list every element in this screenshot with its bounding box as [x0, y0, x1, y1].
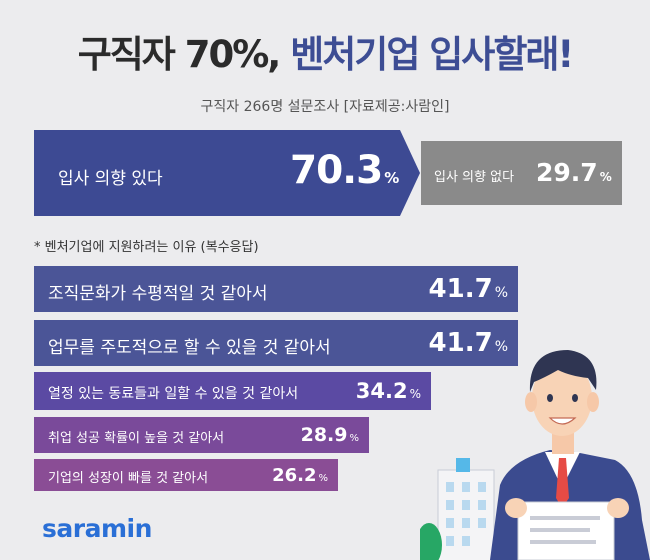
headline-part1: 구직자 70%,	[77, 33, 282, 76]
intent-yes-value: 70.3%	[290, 148, 399, 193]
reason-bar-label: 업무를 주도적으로 할 수 있을 것 같아서	[48, 338, 331, 358]
intent-no-box	[421, 141, 622, 205]
reason-bar-value: 41.7%	[428, 328, 508, 358]
tree-icon	[420, 523, 442, 560]
reason-bar-label: 열정 있는 동료들과 일할 수 있을 것 같아서	[48, 386, 299, 402]
reason-bar-value: 34.2%	[355, 379, 421, 403]
reason-bar: 취업 성공 확률이 높을 것 같아서 28.9%	[34, 417, 369, 453]
businessman-illustration	[420, 350, 650, 560]
intent-no-value: 29.7%	[536, 158, 612, 187]
intent-no-label: 입사 의향 없다	[434, 170, 515, 185]
reason-bar-label: 기업의 성장이 빠를 것 같아서	[48, 471, 209, 486]
reason-bar-label: 취업 성공 확률이 높을 것 같아서	[48, 431, 225, 446]
intent-yes-arrow	[400, 130, 420, 216]
survey-subtitle: 구직자 266명 설문조사 [자료제공:사람인]	[200, 99, 450, 115]
reason-bar-value: 41.7%	[428, 274, 508, 304]
reason-bar: 조직문화가 수평적일 것 같아서 41.7%	[34, 266, 518, 312]
reason-bar-value: 26.2%	[272, 465, 328, 486]
intent-yes-label: 입사 의향 있다	[58, 169, 163, 189]
reason-bar: 업무를 주도적으로 할 수 있을 것 같아서 41.7%	[34, 320, 518, 366]
reasons-heading: * 벤처기업에 지원하려는 이유 (복수응답)	[34, 240, 259, 255]
reason-bar-label: 조직문화가 수평적일 것 같아서	[48, 284, 268, 304]
headline-part2: 벤처기업 입사할래!	[290, 33, 574, 76]
building-icon	[437, 458, 495, 560]
headline-title: 구직자 70%, 벤처기업 입사할래!	[0, 24, 650, 78]
intent-yes-box	[34, 130, 400, 216]
reason-bar: 기업의 성장이 빠를 것 같아서 26.2%	[34, 459, 338, 491]
reason-bar-value: 28.9%	[300, 424, 359, 446]
saramin-logo: saramin	[42, 514, 152, 543]
reason-bar: 열정 있는 동료들과 일할 수 있을 것 같아서 34.2%	[34, 372, 431, 410]
